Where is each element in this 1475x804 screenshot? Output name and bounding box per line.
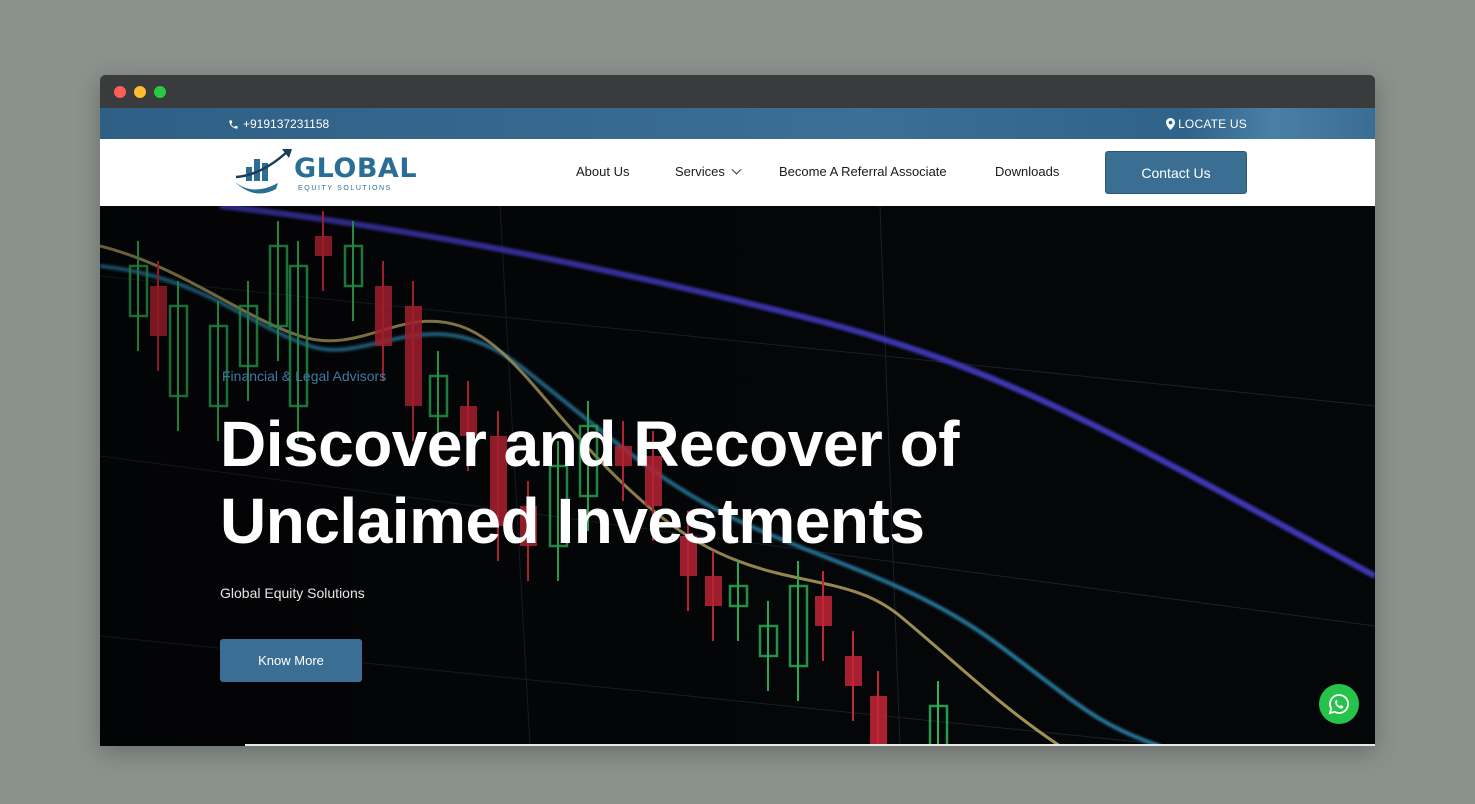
nav-about-us[interactable]: About Us: [576, 164, 630, 179]
candlestick-series: [128, 211, 949, 746]
candle-body: [548, 464, 569, 548]
maximize-window-button[interactable]: [154, 86, 166, 98]
candle-body: [928, 704, 949, 746]
candle-body: [238, 304, 259, 368]
hero-headline-line1: Discover and Recover of: [220, 408, 960, 480]
locate-us-label: LOCATE US: [1178, 117, 1247, 131]
phone-icon: [229, 119, 238, 129]
candle-body: [405, 306, 422, 406]
nav-downloads[interactable]: Downloads: [995, 164, 1060, 179]
candle-body: [788, 584, 809, 668]
candle-body: [520, 506, 537, 546]
candle-body: [645, 456, 662, 506]
candle-body: [288, 264, 309, 408]
stock-chart-background: [100, 206, 1375, 746]
close-window-button[interactable]: [114, 86, 126, 98]
hero-eyebrow: Financial & Legal Advisors: [222, 368, 387, 384]
phone-link[interactable]: +919137231158: [228, 117, 329, 131]
hero-headline-line2: Unclaimed Investments: [220, 485, 925, 557]
whatsapp-button[interactable]: [1319, 684, 1359, 724]
candle-body: [208, 324, 229, 408]
candle-body: [460, 406, 477, 436]
candle-body: [315, 236, 332, 256]
candle-body: [728, 584, 749, 608]
candle-body: [680, 536, 697, 576]
hero-headline: Discover and Recover of Unclaimed Invest…: [220, 406, 1120, 560]
nav-services[interactable]: Services: [675, 164, 742, 179]
chevron-down-icon: [731, 164, 742, 175]
contact-us-button[interactable]: Contact Us: [1105, 151, 1247, 194]
minimize-window-button[interactable]: [134, 86, 146, 98]
phone-number: +919137231158: [243, 117, 330, 131]
candle-body: [428, 374, 449, 418]
hero-section: Financial & Legal Advisors Discover and …: [100, 206, 1375, 746]
logo-wordmark: GLOBAL: [294, 153, 418, 184]
contact-topbar: +919137231158 LOCATE US: [100, 108, 1375, 139]
candle-body: [128, 264, 149, 318]
main-navbar: GLOBAL EQUITY SOLUTIONS About Us Service…: [100, 139, 1375, 206]
candle-body: [758, 624, 779, 658]
hero-bottom-divider: [245, 744, 1375, 746]
whatsapp-icon: [1328, 694, 1349, 715]
candle-body: [343, 244, 364, 288]
browser-window: +919137231158 LOCATE US GLOBAL EQUITY SO…: [100, 75, 1375, 746]
nav-services-label: Services: [675, 164, 725, 179]
candle-body: [268, 244, 289, 328]
candle-body: [490, 436, 507, 526]
map-pin-icon: [1166, 118, 1176, 130]
candle-body: [168, 304, 189, 398]
window-titlebar: [100, 75, 1375, 108]
candle-body: [705, 576, 722, 606]
hero-subtext: Global Equity Solutions: [220, 585, 365, 601]
site-logo[interactable]: GLOBAL EQUITY SOLUTIONS: [232, 147, 417, 197]
candle-body: [845, 656, 862, 686]
candle-body: [578, 424, 599, 498]
logo-chart-icon: [234, 149, 292, 194]
know-more-button[interactable]: Know More: [220, 639, 362, 682]
candle-body: [375, 286, 392, 346]
candle-body: [870, 696, 887, 746]
candle-body: [615, 446, 632, 466]
logo-tagline: EQUITY SOLUTIONS: [298, 185, 392, 192]
candle-body: [815, 596, 832, 626]
nav-become-referral-associate[interactable]: Become A Referral Associate: [779, 164, 947, 179]
candle-body: [150, 286, 167, 336]
locate-us-link[interactable]: LOCATE US: [1166, 117, 1247, 131]
